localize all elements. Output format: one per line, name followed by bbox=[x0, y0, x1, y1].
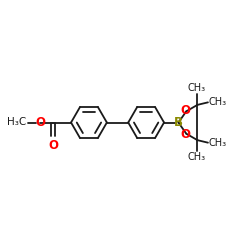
Text: CH₃: CH₃ bbox=[188, 83, 206, 93]
Text: CH₃: CH₃ bbox=[209, 138, 227, 148]
Text: O: O bbox=[35, 116, 45, 128]
Text: H₃C: H₃C bbox=[7, 117, 26, 127]
Text: CH₃: CH₃ bbox=[209, 97, 227, 107]
Text: O: O bbox=[181, 104, 191, 117]
Text: B: B bbox=[174, 116, 183, 129]
Text: CH₃: CH₃ bbox=[188, 152, 206, 162]
Text: O: O bbox=[181, 128, 191, 141]
Text: O: O bbox=[48, 140, 58, 152]
